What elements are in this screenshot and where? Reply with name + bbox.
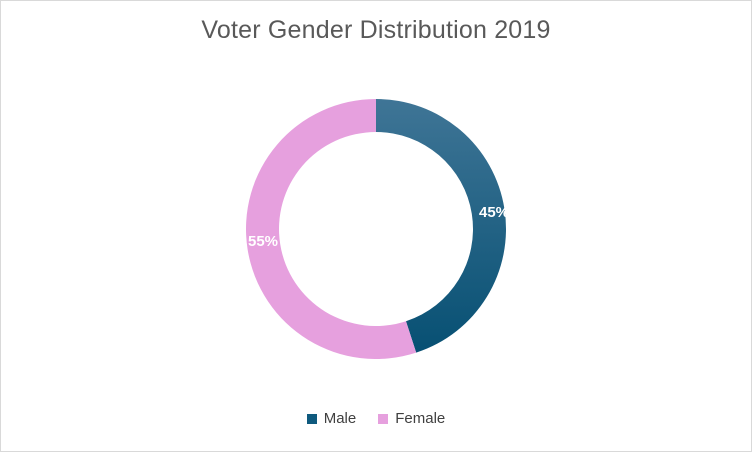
legend-swatch-male: [306, 413, 317, 424]
legend-entry-female[interactable]: Female: [378, 410, 445, 427]
legend-swatch-female: [378, 413, 389, 424]
chart-title: Voter Gender Distribution 2019: [201, 16, 551, 44]
legend-label-male: Male: [323, 410, 357, 427]
donut-slices: [246, 99, 506, 360]
donut-slice-female[interactable]: [246, 99, 417, 360]
donut-data-labels: 45% 55%: [248, 204, 509, 250]
data-label-male: 45%: [479, 204, 509, 221]
legend-entry-male[interactable]: Male: [306, 410, 357, 427]
legend: Male Female: [0, 410, 752, 427]
donut-slice-male[interactable]: [376, 99, 506, 353]
data-label-female: 55%: [248, 233, 278, 250]
legend-label-female: Female: [395, 410, 446, 427]
